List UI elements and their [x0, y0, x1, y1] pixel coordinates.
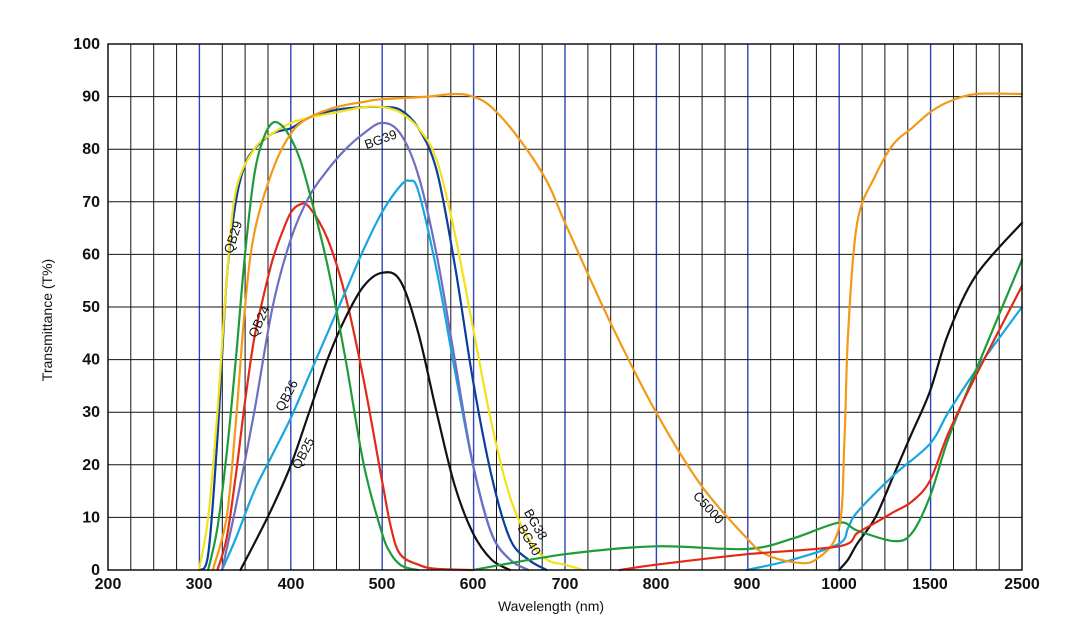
x-tick-label: 600	[460, 576, 487, 593]
series-line-unlabeled	[618, 284, 1024, 572]
series-line-bg38	[197, 105, 585, 572]
plot-frame	[107, 43, 1023, 571]
y-tick-label: 0	[91, 562, 100, 579]
grid	[108, 44, 1022, 570]
y-tick-label: 10	[82, 509, 100, 526]
series-line-c5000	[211, 92, 1024, 572]
y-tick-label: 50	[82, 299, 100, 316]
x-tick-label: 200	[95, 576, 122, 593]
series-line-bg39	[220, 121, 530, 572]
y-tick-label: 60	[82, 246, 100, 263]
x-tick-label: 500	[369, 576, 396, 593]
y-tick-label: 40	[82, 352, 100, 369]
x-tick-labels: 200 300 400 500 600 700 800 900 1000 1500 2500	[95, 576, 1040, 593]
x-tick-label: 400	[278, 576, 305, 593]
x-tick-label: 1500	[912, 576, 948, 593]
series-line-qb26-ir	[745, 305, 1024, 572]
y-tick-label: 100	[73, 36, 100, 53]
curve-label-qb29: QB29	[221, 219, 246, 255]
x-tick-label: 700	[552, 576, 579, 593]
y-tick-label: 80	[82, 141, 100, 158]
x-tick-label: 300	[186, 576, 213, 593]
series-line-bg40	[207, 120, 420, 572]
series-line-qb25-ir	[837, 221, 1024, 572]
series-line-qb25	[239, 271, 511, 572]
y-tick-label: 90	[82, 89, 100, 106]
x-tick-label: 900	[734, 576, 761, 593]
x-tick-label: 1000	[821, 576, 857, 593]
curve-label-qb26: QB26	[272, 377, 301, 413]
y-axis-title: Transmittance (T%)	[39, 259, 55, 381]
x-tick-label: 800	[643, 576, 670, 593]
series-line-bg40-ir	[471, 258, 1024, 572]
y-tick-labels: 0 10 20 30 40 50 60 70 80 90 100	[73, 36, 100, 579]
y-tick-label: 20	[82, 457, 100, 474]
x-tick-label: 2500	[1004, 576, 1040, 593]
x-axis-title: Wavelength (nm)	[498, 598, 604, 614]
y-tick-label: 70	[82, 194, 100, 211]
y-tick-label: 30	[82, 404, 100, 421]
series-lines	[197, 92, 1024, 572]
